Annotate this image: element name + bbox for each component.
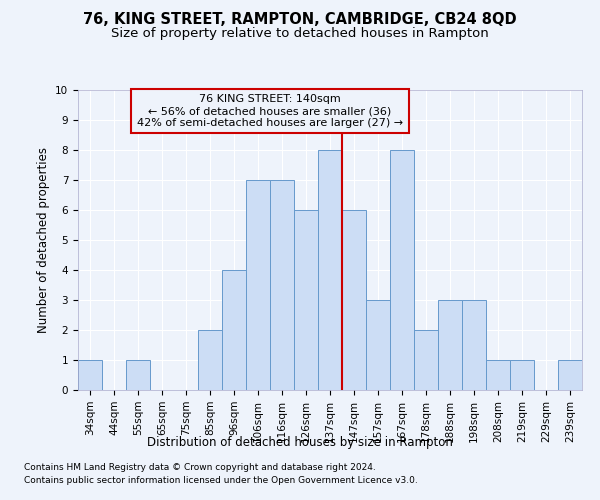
Bar	[318, 150, 342, 390]
Bar	[342, 210, 366, 390]
Y-axis label: Number of detached properties: Number of detached properties	[37, 147, 50, 333]
Bar	[270, 180, 294, 390]
Bar	[486, 360, 510, 390]
Text: Contains public sector information licensed under the Open Government Licence v3: Contains public sector information licen…	[24, 476, 418, 485]
Text: Size of property relative to detached houses in Rampton: Size of property relative to detached ho…	[111, 28, 489, 40]
Bar	[390, 150, 414, 390]
Text: Distribution of detached houses by size in Rampton: Distribution of detached houses by size …	[147, 436, 453, 449]
Text: 76, KING STREET, RAMPTON, CAMBRIDGE, CB24 8QD: 76, KING STREET, RAMPTON, CAMBRIDGE, CB2…	[83, 12, 517, 28]
Text: 76 KING STREET: 140sqm
← 56% of detached houses are smaller (36)
42% of semi-det: 76 KING STREET: 140sqm ← 56% of detached…	[137, 94, 403, 128]
Bar	[78, 360, 102, 390]
Bar	[510, 360, 534, 390]
Bar	[558, 360, 582, 390]
Bar	[222, 270, 246, 390]
Bar	[126, 360, 150, 390]
Text: Contains HM Land Registry data © Crown copyright and database right 2024.: Contains HM Land Registry data © Crown c…	[24, 464, 376, 472]
Bar	[438, 300, 462, 390]
Bar	[414, 330, 438, 390]
Bar	[198, 330, 222, 390]
Bar	[246, 180, 270, 390]
Bar	[462, 300, 486, 390]
Bar	[294, 210, 318, 390]
Bar	[366, 300, 390, 390]
